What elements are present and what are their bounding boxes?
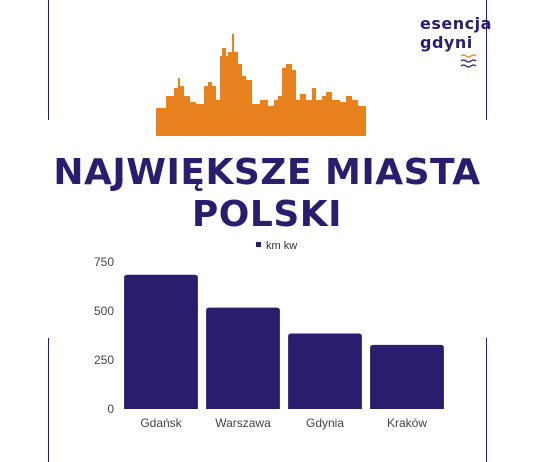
- brand-word-2: gdyni: [420, 33, 473, 52]
- right-border-line: [486, 0, 487, 120]
- x-tick-label: Gdynia: [306, 416, 344, 430]
- y-tick-label: 750: [94, 255, 114, 269]
- bar: [370, 344, 444, 409]
- right-bottom-border-line: [486, 338, 487, 462]
- page-title-line-1: NAJWIĘKSZE MIASTA: [53, 152, 481, 193]
- bar: [206, 307, 280, 409]
- city-skyline-icon: [156, 34, 366, 136]
- bar: [288, 333, 362, 409]
- brand-logo: esencja gdyni: [420, 14, 492, 52]
- x-tick-label: Kraków: [387, 416, 427, 430]
- y-tick-label: 250: [94, 353, 114, 367]
- waves-icon: [460, 54, 477, 68]
- bar: [124, 274, 198, 409]
- chart-legend: km kw: [256, 240, 297, 252]
- legend-label: km kw: [266, 240, 298, 252]
- left-border-line: [48, 0, 49, 120]
- x-tick-label: Gdańsk: [140, 416, 182, 430]
- legend-swatch: [256, 242, 261, 247]
- x-tick-label: Warszawa: [215, 416, 271, 430]
- y-tick-label: 500: [94, 304, 114, 318]
- page-title-line-2: POLSKI: [191, 194, 343, 235]
- brand-word-1: esencja: [420, 14, 492, 33]
- y-tick-label: 0: [107, 402, 114, 416]
- left-bottom-border-line: [48, 338, 49, 462]
